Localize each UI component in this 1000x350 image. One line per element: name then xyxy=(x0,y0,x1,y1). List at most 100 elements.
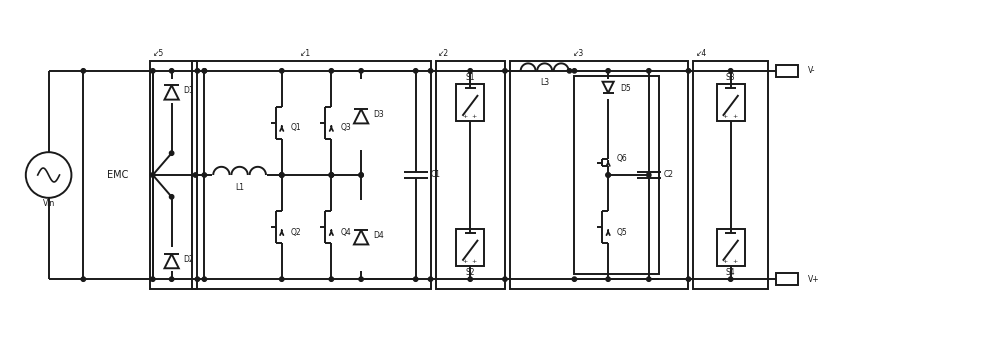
Text: V+: V+ xyxy=(808,275,819,284)
Text: +: + xyxy=(472,259,477,264)
Text: +: + xyxy=(472,114,477,119)
Text: S3: S3 xyxy=(726,73,735,82)
Text: D1: D1 xyxy=(184,86,194,95)
Text: ↙3: ↙3 xyxy=(572,49,584,58)
Circle shape xyxy=(202,69,207,73)
Circle shape xyxy=(26,152,71,198)
Text: Q6: Q6 xyxy=(617,154,628,163)
Circle shape xyxy=(329,69,334,73)
Text: ↙4: ↙4 xyxy=(695,49,707,58)
Text: Q3: Q3 xyxy=(340,124,351,132)
Circle shape xyxy=(572,69,577,73)
Circle shape xyxy=(280,69,284,73)
Text: D2: D2 xyxy=(184,255,194,264)
Circle shape xyxy=(280,173,284,177)
Bar xyxy=(150,61,197,289)
Bar xyxy=(693,61,768,289)
Circle shape xyxy=(169,277,174,281)
Bar xyxy=(456,229,484,266)
Circle shape xyxy=(686,69,691,73)
Circle shape xyxy=(647,277,651,281)
Text: +: + xyxy=(462,259,467,264)
Circle shape xyxy=(329,173,334,177)
Polygon shape xyxy=(354,109,368,124)
Circle shape xyxy=(413,69,418,73)
Text: Q5: Q5 xyxy=(617,228,628,237)
Text: S2: S2 xyxy=(465,268,475,277)
Polygon shape xyxy=(603,82,614,93)
Text: ↙1: ↙1 xyxy=(300,49,311,58)
Text: D3: D3 xyxy=(373,110,384,119)
Circle shape xyxy=(647,69,651,73)
Bar xyxy=(776,273,798,285)
Bar xyxy=(776,65,798,77)
Circle shape xyxy=(606,173,610,177)
Circle shape xyxy=(468,69,472,73)
Text: Q2: Q2 xyxy=(291,228,301,237)
Circle shape xyxy=(567,69,572,73)
Text: V-: V- xyxy=(808,66,815,75)
Text: +: + xyxy=(462,114,467,119)
Bar xyxy=(717,84,745,121)
Circle shape xyxy=(572,277,577,281)
Circle shape xyxy=(329,173,334,177)
Text: L1: L1 xyxy=(235,183,244,192)
Text: S4: S4 xyxy=(726,268,735,277)
Circle shape xyxy=(606,69,610,73)
Polygon shape xyxy=(164,85,179,100)
Circle shape xyxy=(428,69,433,73)
Text: S1: S1 xyxy=(465,73,475,82)
Circle shape xyxy=(202,69,207,73)
Text: +: + xyxy=(732,259,737,264)
Circle shape xyxy=(195,277,200,281)
Circle shape xyxy=(202,277,207,281)
Text: Vin: Vin xyxy=(42,199,55,208)
Text: Q4: Q4 xyxy=(340,228,351,237)
Text: +: + xyxy=(722,259,728,264)
Circle shape xyxy=(193,173,198,177)
Circle shape xyxy=(151,173,155,177)
Circle shape xyxy=(503,69,507,73)
Circle shape xyxy=(359,69,363,73)
Text: L3: L3 xyxy=(540,78,549,87)
Bar xyxy=(83,71,153,279)
Text: ↙2: ↙2 xyxy=(438,49,449,58)
Circle shape xyxy=(728,69,733,73)
Circle shape xyxy=(359,173,363,177)
Circle shape xyxy=(359,277,363,281)
Circle shape xyxy=(81,277,86,281)
Circle shape xyxy=(169,69,174,73)
Circle shape xyxy=(169,151,174,155)
Text: ↙5: ↙5 xyxy=(153,49,164,58)
Circle shape xyxy=(606,173,610,177)
Bar xyxy=(574,76,659,274)
Circle shape xyxy=(728,277,733,281)
Text: C2: C2 xyxy=(664,170,674,180)
Circle shape xyxy=(195,69,200,73)
Bar xyxy=(456,84,484,121)
Circle shape xyxy=(280,173,284,177)
Polygon shape xyxy=(354,230,368,244)
Circle shape xyxy=(280,277,284,281)
Bar xyxy=(717,229,745,266)
Bar xyxy=(192,61,431,289)
Circle shape xyxy=(81,69,86,73)
Text: D4: D4 xyxy=(373,231,384,240)
Circle shape xyxy=(606,277,610,281)
Bar xyxy=(510,61,688,289)
Circle shape xyxy=(413,277,418,281)
Circle shape xyxy=(151,69,155,73)
Bar xyxy=(436,61,505,289)
Circle shape xyxy=(686,277,691,281)
Circle shape xyxy=(169,195,174,199)
Circle shape xyxy=(428,277,433,281)
Text: EMC: EMC xyxy=(107,170,129,180)
Text: D5: D5 xyxy=(620,84,631,93)
Circle shape xyxy=(202,173,207,177)
Circle shape xyxy=(647,173,651,177)
Text: +: + xyxy=(732,114,737,119)
Polygon shape xyxy=(164,254,179,268)
Text: Q1: Q1 xyxy=(291,124,301,132)
Text: +: + xyxy=(722,114,728,119)
Circle shape xyxy=(280,173,284,177)
